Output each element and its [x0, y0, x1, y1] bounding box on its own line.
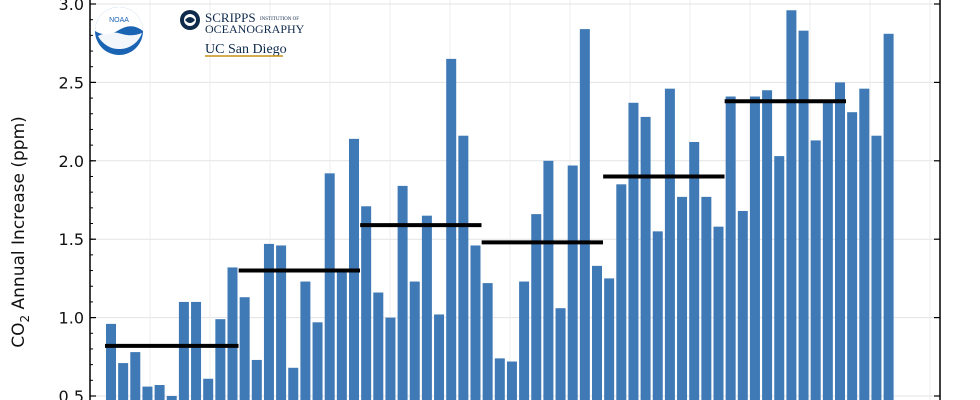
bar	[361, 206, 372, 400]
bar	[263, 243, 274, 400]
bar	[543, 160, 554, 400]
bar	[470, 245, 481, 400]
bar	[774, 156, 785, 400]
bar	[701, 196, 712, 400]
noaa-logo-text: NOAA	[109, 17, 129, 24]
bar	[689, 141, 700, 400]
bar	[373, 292, 384, 400]
bar	[494, 358, 505, 400]
bar	[555, 308, 566, 400]
bar	[749, 96, 760, 400]
scripps-subtitle: INSTITUTION OF	[260, 17, 299, 22]
bar	[409, 281, 420, 400]
bar	[336, 270, 347, 400]
bars-group	[106, 10, 894, 400]
scripps-oceanography: OCEANOGRAPHY	[205, 22, 305, 36]
decade-mean-lines	[105, 99, 846, 348]
y-tick-label: 1.5	[59, 230, 84, 249]
bar	[300, 281, 311, 400]
bar	[616, 184, 627, 400]
scripps-logo: SCRIPPS INSTITUTION OF OCEANOGRAPHY UC S…	[180, 10, 305, 57]
bar	[579, 29, 590, 400]
bar	[215, 319, 226, 400]
bar	[446, 58, 457, 400]
bar	[871, 135, 882, 400]
y-tick-label: 3.0	[59, 0, 84, 14]
noaa-logo: NOAA	[95, 7, 143, 55]
bar	[227, 267, 238, 400]
bar	[154, 385, 165, 400]
bar	[519, 281, 530, 400]
y-tick-label: 1.0	[59, 309, 84, 328]
bar	[847, 112, 858, 400]
bar	[506, 361, 517, 400]
y-axis-label: CO2 Annual Increase (ppm)	[9, 116, 32, 348]
bar	[324, 173, 335, 400]
ucsd-text: UC San Diego	[205, 42, 287, 57]
bar	[130, 352, 141, 400]
bar	[251, 359, 262, 400]
scripps-title: SCRIPPS	[205, 10, 256, 25]
bar	[191, 301, 202, 400]
bar	[531, 214, 542, 400]
bar	[640, 116, 651, 400]
bar	[118, 363, 129, 400]
bar	[106, 323, 116, 400]
bar	[397, 185, 408, 400]
y-tick-label: 2.0	[59, 152, 84, 171]
bar	[737, 210, 748, 400]
bar	[166, 396, 177, 400]
bar	[725, 96, 736, 400]
bar	[482, 283, 493, 400]
bar	[276, 245, 287, 400]
bar	[810, 140, 821, 400]
bar	[178, 301, 189, 400]
bar	[203, 378, 214, 400]
bar	[652, 231, 663, 400]
bar	[239, 297, 250, 400]
bar	[312, 322, 323, 400]
bar	[458, 135, 469, 400]
y-tick-label: 0.5	[59, 387, 84, 400]
bar	[798, 30, 809, 400]
bar	[664, 88, 675, 400]
bar	[859, 88, 870, 400]
bar	[677, 196, 688, 400]
bar	[822, 101, 833, 400]
bar	[713, 226, 724, 400]
bar	[604, 278, 615, 400]
bar	[434, 314, 445, 400]
bar	[628, 102, 639, 400]
bar	[883, 33, 894, 400]
bar	[835, 82, 845, 400]
bar	[786, 10, 797, 400]
y-ticks: 0.5 1.0 1.5 2.0 2.5 3.0	[59, 0, 940, 400]
bar	[142, 386, 153, 400]
bar	[385, 317, 396, 400]
y-tick-label: 2.5	[59, 73, 84, 92]
bar	[567, 165, 578, 400]
bar	[288, 367, 299, 400]
bar	[762, 90, 773, 400]
bar	[592, 265, 602, 400]
bar	[421, 215, 432, 400]
